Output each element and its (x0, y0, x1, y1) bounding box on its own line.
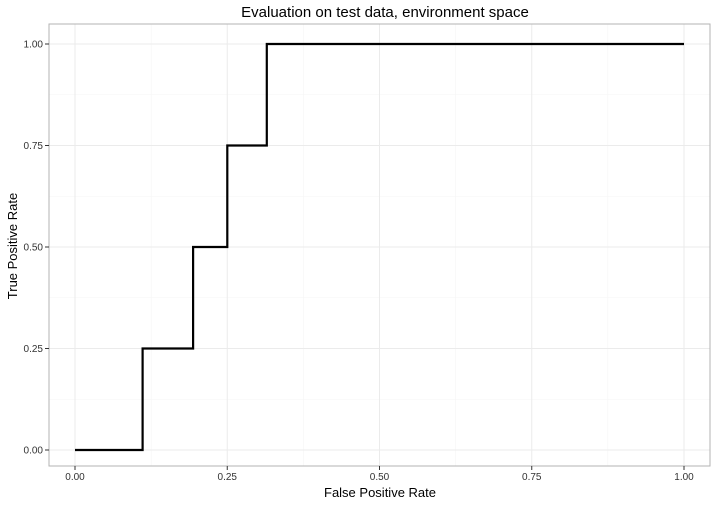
x-tick-label: 1.00 (674, 472, 694, 483)
y-tick-label: 0.50 (24, 243, 44, 254)
x-tick-label: 0.50 (370, 472, 390, 483)
x-tick-label: 0.25 (218, 472, 238, 483)
x-tick-label: 0.00 (65, 472, 85, 483)
series-layer (75, 42, 684, 452)
roc-curve-line (75, 42, 684, 452)
grid (49, 24, 710, 466)
y-axis-title: True Positive Rate (5, 193, 20, 299)
x-axis: 0.00 0.25 0.50 0.75 1.00 (65, 466, 694, 483)
y-tick-label: 0.00 (24, 446, 44, 457)
x-tick-label: 0.75 (522, 472, 542, 483)
y-axis: 0.00 0.25 0.50 0.75 1.00 (24, 40, 49, 457)
y-tick-label: 1.00 (24, 40, 44, 51)
x-axis-title: False Positive Rate (324, 485, 436, 500)
chart-title: Evaluation on test data, environment spa… (241, 4, 529, 21)
y-tick-label: 0.75 (24, 141, 44, 152)
y-tick-label: 0.25 (24, 344, 44, 355)
